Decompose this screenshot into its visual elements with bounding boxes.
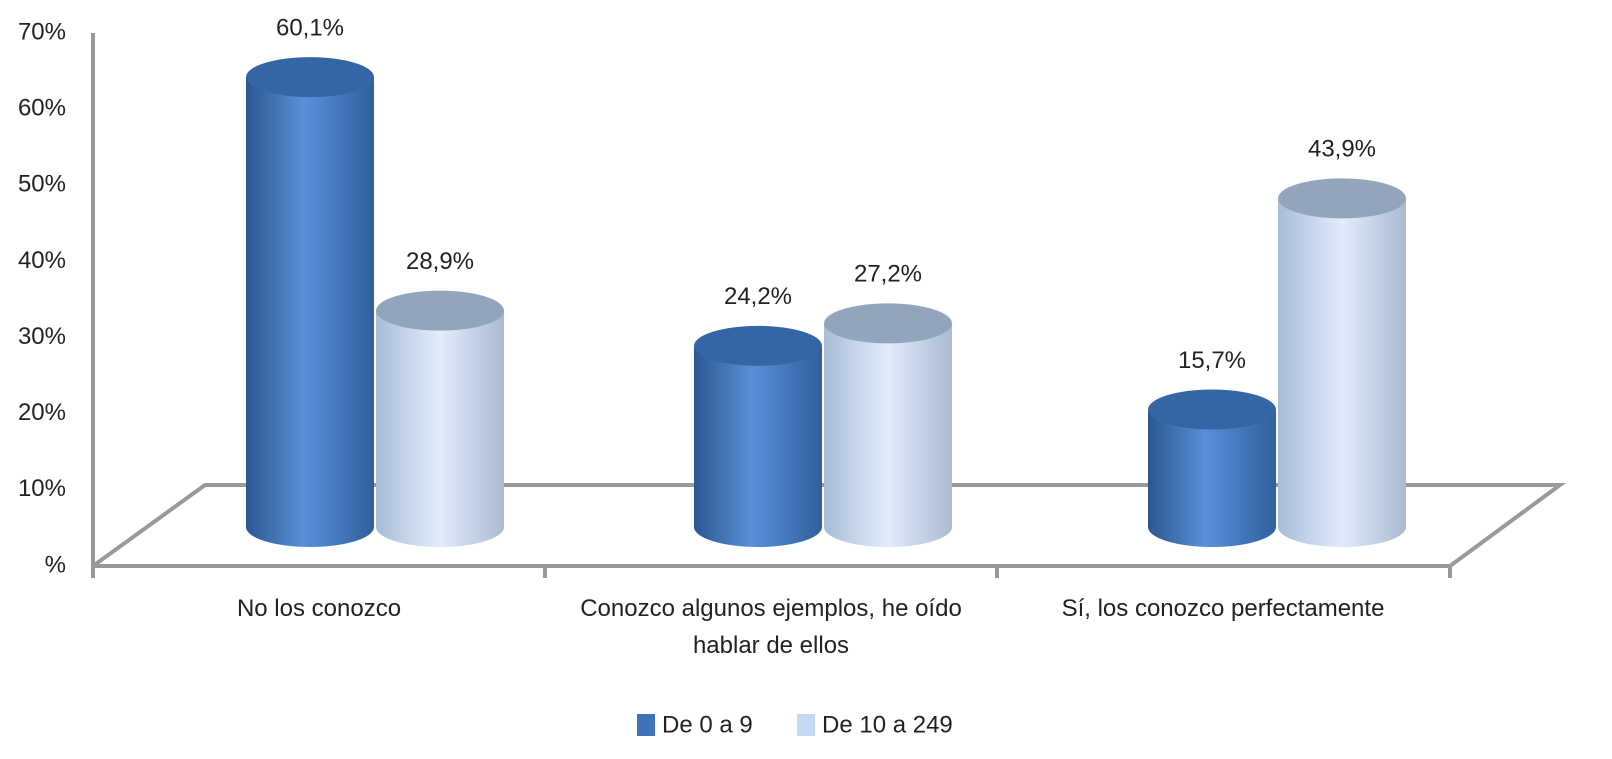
legend-label: De 0 a 9 — [662, 711, 753, 738]
data-label: 24,2% — [724, 283, 792, 310]
bar — [246, 77, 374, 547]
bar — [824, 323, 952, 547]
floor — [91, 33, 1567, 578]
legend-label: De 10 a 249 — [822, 711, 953, 738]
x-tick-label: No los conozco — [236, 595, 402, 622]
y-tick-label: 20% — [18, 399, 66, 426]
bar — [1278, 198, 1406, 547]
y-tick-label: 10% — [18, 475, 66, 502]
bar-cap — [246, 57, 374, 98]
bar-cap — [376, 290, 504, 331]
y-tick-label: 60% — [18, 94, 66, 121]
bar — [694, 345, 822, 547]
y-tick-label: 30% — [18, 323, 66, 350]
y-tick-label: % — [45, 551, 66, 578]
x-tick-label: Sí, los conozco perfectamente — [1061, 595, 1385, 622]
bar — [376, 310, 504, 547]
bar-cap — [694, 325, 822, 366]
legend-swatch — [797, 714, 815, 736]
x-tick-label: Conozco algunos ejemplos, he oído hablar… — [580, 595, 962, 659]
y-tick-label: 50% — [18, 171, 66, 198]
y-tick-label: 70% — [18, 18, 66, 45]
y-tick-label: 40% — [18, 247, 66, 274]
data-label: 43,9% — [1308, 136, 1376, 163]
bar — [1148, 409, 1276, 547]
bar-cap — [1148, 389, 1276, 430]
data-label: 27,2% — [854, 261, 922, 288]
data-label: 28,9% — [406, 248, 474, 275]
data-label: 60,1% — [276, 14, 344, 41]
data-label: 15,7% — [1178, 347, 1246, 374]
bar-cap — [824, 303, 952, 344]
bar-cap — [1278, 178, 1406, 219]
legend-swatch — [637, 714, 655, 736]
